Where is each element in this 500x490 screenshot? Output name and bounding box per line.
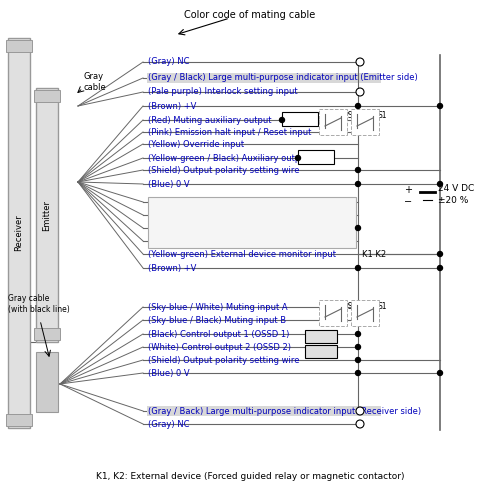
Circle shape	[296, 155, 300, 161]
Bar	[282, 112, 318, 126]
Text: Emitter: Emitter	[42, 199, 51, 230]
Circle shape	[356, 332, 360, 337]
Text: (Sky-blue / White) Muting input A: (Sky-blue / White) Muting input A	[148, 302, 288, 312]
Circle shape	[438, 181, 442, 187]
Bar	[36, 88, 58, 342]
Bar	[34, 328, 60, 340]
Circle shape	[356, 420, 364, 428]
Text: (Orange) Synchronization+: (Orange) Synchronization+	[148, 237, 263, 245]
Text: (Gray) NC: (Gray) NC	[148, 57, 190, 67]
Bar	[305, 330, 337, 343]
Text: (White) Control output 2 (OSSD 2): (White) Control output 2 (OSSD 2)	[148, 343, 291, 351]
Text: S1: S1	[377, 302, 386, 311]
Text: *S1: *S1	[345, 302, 358, 311]
Bar	[147, 73, 381, 83]
Text: (Blue) 0 V: (Blue) 0 V	[148, 368, 190, 377]
Bar	[147, 406, 381, 416]
Circle shape	[356, 266, 360, 270]
Text: (Orange / Black) Synchronization-: (Orange / Black) Synchronization-	[148, 211, 290, 220]
Text: (Gray / Black) Large multi-purpose indicator input (Emitter side): (Gray / Black) Large multi-purpose indic…	[148, 74, 418, 82]
Text: Load: Load	[290, 115, 310, 123]
Circle shape	[356, 88, 364, 96]
Text: Gray cable
(with black line): Gray cable (with black line)	[8, 294, 70, 314]
Text: (Sky-blue / Black) Muting input B: (Sky-blue / Black) Muting input B	[148, 316, 286, 324]
Circle shape	[356, 103, 360, 108]
Circle shape	[356, 344, 360, 349]
Text: (Yellow-green / Black) Auxiliary output: (Yellow-green / Black) Auxiliary output	[148, 153, 309, 163]
Circle shape	[356, 370, 360, 375]
Circle shape	[356, 58, 364, 66]
Text: +: +	[404, 185, 412, 195]
Circle shape	[356, 358, 360, 363]
Bar	[351, 300, 379, 326]
Bar	[36, 352, 58, 412]
Text: (Gray / Back) Large multi-purpose indicator input (Receiver side): (Gray / Back) Large multi-purpose indica…	[148, 407, 421, 416]
Text: (Orange) Synchronization+: (Orange) Synchronization+	[148, 197, 263, 206]
Bar	[305, 345, 337, 358]
Text: −: −	[404, 197, 412, 207]
Bar	[34, 90, 60, 102]
Text: (Blue) 0 V: (Blue) 0 V	[148, 179, 190, 189]
Bar	[319, 109, 347, 135]
Bar	[8, 38, 30, 428]
Text: (Pink) Emission halt input / Reset input: (Pink) Emission halt input / Reset input	[148, 127, 312, 137]
Bar	[298, 150, 334, 164]
Text: *S1: *S1	[345, 111, 358, 120]
Circle shape	[356, 181, 360, 187]
Text: (Gray) NC: (Gray) NC	[148, 419, 190, 428]
Text: Color code of mating cable: Color code of mating cable	[184, 10, 316, 20]
Text: (Shield) Output polarity setting wire: (Shield) Output polarity setting wire	[148, 356, 300, 365]
Text: (Yellow-green) External device monitor input: (Yellow-green) External device monitor i…	[148, 249, 336, 259]
Bar	[6, 414, 32, 426]
Text: K1 K2: K1 K2	[362, 249, 386, 259]
Text: (Black) Control output 1 (OSSD 1): (Black) Control output 1 (OSSD 1)	[148, 329, 290, 339]
Circle shape	[356, 168, 360, 172]
Text: K1, K2: External device (Forced guided relay or magnetic contactor): K1, K2: External device (Forced guided r…	[96, 471, 404, 481]
Text: K2: K2	[316, 347, 326, 356]
Circle shape	[438, 266, 442, 270]
Text: (Pale purple) Interlock setting input: (Pale purple) Interlock setting input	[148, 88, 298, 97]
Text: (Yellow) Override input: (Yellow) Override input	[148, 140, 244, 148]
Bar	[6, 40, 32, 52]
Text: (Brown) +V: (Brown) +V	[148, 101, 196, 111]
Text: ±20 %: ±20 %	[438, 196, 468, 204]
Circle shape	[280, 118, 284, 122]
Text: 24 V DC: 24 V DC	[438, 183, 474, 193]
Text: Gray
cable: Gray cable	[83, 73, 106, 92]
Circle shape	[356, 407, 364, 415]
Circle shape	[438, 103, 442, 108]
Text: K1: K1	[316, 332, 326, 341]
Bar	[319, 300, 347, 326]
Bar	[148, 197, 356, 248]
Text: Receiver: Receiver	[14, 215, 24, 251]
Text: (Red) Muting auxiliary output: (Red) Muting auxiliary output	[148, 116, 272, 124]
Bar	[351, 109, 379, 135]
Circle shape	[356, 225, 360, 230]
Text: (Orange / Black) Synchronization-: (Orange / Black) Synchronization-	[148, 223, 290, 232]
Circle shape	[438, 370, 442, 375]
Text: Load: Load	[306, 152, 326, 162]
Text: S1: S1	[377, 111, 386, 120]
Circle shape	[438, 251, 442, 256]
Text: (Brown) +V: (Brown) +V	[148, 264, 196, 272]
Text: (Shield) Output polarity setting wire: (Shield) Output polarity setting wire	[148, 166, 300, 174]
